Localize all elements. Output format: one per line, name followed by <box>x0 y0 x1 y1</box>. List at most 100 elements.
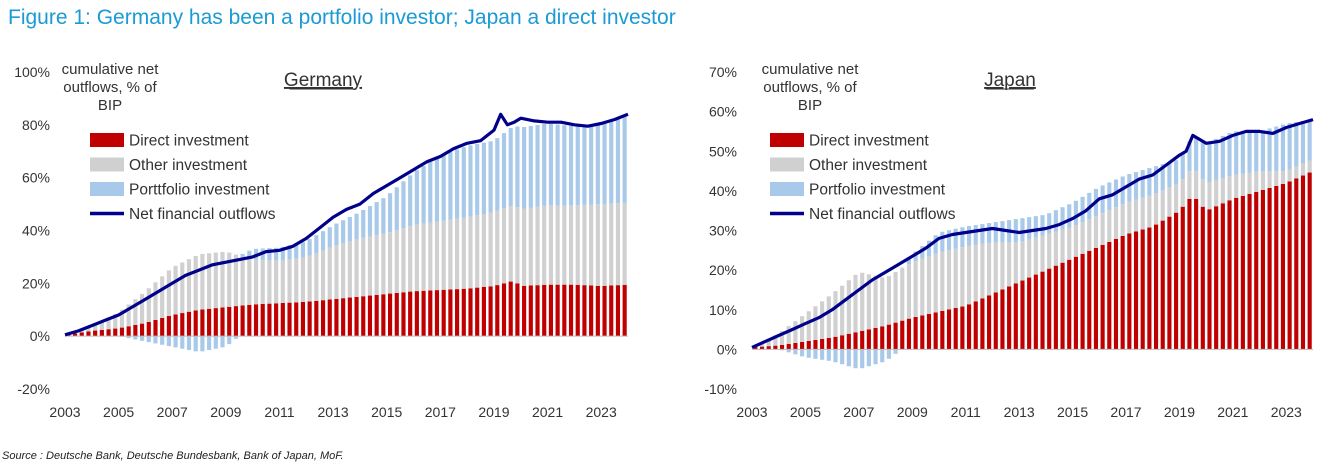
direct-investment-bar <box>953 308 958 350</box>
portfolio-investment-bar <box>1167 162 1172 188</box>
legend-label-direct-investment: Direct investment <box>809 133 929 150</box>
direct-investment-bar <box>1073 256 1078 350</box>
legend-label-other-investment: Other investment <box>129 157 248 174</box>
portfolio-investment-bar <box>913 251 918 261</box>
portfolio-investment-bar <box>408 175 413 227</box>
portfolio-investment-bar <box>1227 132 1232 177</box>
direct-investment-bar <box>522 285 527 337</box>
other-investment-bar <box>568 205 574 285</box>
portfolio-investment-bar <box>933 235 938 254</box>
direct-investment-bar <box>1240 195 1245 350</box>
portfolio-investment-bar <box>488 141 493 213</box>
x-tick-label: 2003 <box>49 404 80 420</box>
portfolio-investment-bar <box>926 240 932 257</box>
direct-investment-bar <box>428 290 433 337</box>
portfolio-investment-bar <box>401 181 406 229</box>
legend-label-other-investment: Other investment <box>809 157 928 174</box>
portfolio-investment-bar <box>1000 221 1005 243</box>
other-investment-bar <box>267 260 272 304</box>
direct-investment-bar <box>1274 185 1279 350</box>
other-investment-bar <box>1207 181 1212 210</box>
other-investment-bar <box>220 251 225 308</box>
other-investment-bar <box>1007 242 1012 287</box>
portfolio-investment-bar <box>227 336 232 345</box>
other-investment-bar <box>873 275 878 328</box>
portfolio-investment-bar <box>906 258 912 265</box>
other-investment-bar <box>860 272 865 331</box>
other-investment-bar <box>846 280 851 334</box>
direct-investment-bar <box>1167 216 1172 350</box>
other-investment-bar <box>1073 225 1078 257</box>
legend-swatch-other-investment <box>90 157 124 172</box>
direct-investment-bar <box>1067 259 1072 350</box>
other-investment-bar <box>119 309 125 328</box>
other-investment-bar <box>548 205 554 285</box>
other-investment-bar <box>448 219 453 290</box>
other-investment-bar <box>1307 160 1312 173</box>
other-investment-bar <box>528 207 533 286</box>
portfolio-investment-bar <box>341 220 346 244</box>
other-investment-bar <box>508 205 513 282</box>
other-investment-bar <box>1167 187 1172 217</box>
direct-investment-bar <box>334 298 339 337</box>
portfolio-investment-bar <box>1174 160 1179 185</box>
legend-label-porttfolio-investment: Porttfolio investment <box>129 182 270 199</box>
other-investment-bar <box>1280 171 1286 184</box>
direct-investment-bar <box>186 311 192 337</box>
other-investment-bar <box>207 253 212 309</box>
direct-investment-bar <box>227 306 232 337</box>
direct-investment-bar <box>1187 198 1192 350</box>
y-tick-label: 60% <box>22 170 50 186</box>
legend-label-net-financial-outflows: Net financial outflows <box>809 206 956 223</box>
direct-investment-bar <box>1294 178 1299 350</box>
portfolio-investment-bar <box>495 138 500 211</box>
other-investment-bar <box>394 230 399 293</box>
other-investment-bar <box>1027 239 1032 278</box>
direct-investment-bar <box>602 285 607 337</box>
direct-investment-bar <box>833 336 838 350</box>
direct-investment-bar <box>173 314 178 337</box>
portfolio-investment-bar <box>1180 153 1185 179</box>
other-investment-bar <box>1133 199 1139 232</box>
portfolio-investment-bar <box>1140 170 1145 198</box>
other-investment-bar <box>488 212 493 287</box>
portfolio-investment-bar <box>853 349 858 369</box>
other-investment-bar <box>1294 166 1299 179</box>
other-investment-bar <box>1053 231 1058 266</box>
other-investment-bar <box>274 260 279 304</box>
direct-investment-bar <box>307 301 312 337</box>
other-investment-bar <box>106 317 111 330</box>
other-investment-bar <box>1220 177 1225 204</box>
other-investment-bar <box>247 258 252 305</box>
portfolio-investment-bar <box>448 151 453 220</box>
other-investment-bar <box>522 208 527 286</box>
direct-investment-bar <box>759 346 765 350</box>
other-investment-bar <box>367 236 373 296</box>
other-investment-bar <box>374 235 379 295</box>
portfolio-investment-bar <box>320 231 326 251</box>
portfolio-investment-bar <box>247 250 252 259</box>
legend-swatch-other-investment <box>770 157 804 172</box>
other-investment-bar <box>481 213 486 287</box>
direct-investment-bar <box>886 324 891 350</box>
other-investment-bar <box>1174 184 1179 213</box>
other-investment-bar <box>1047 233 1052 269</box>
other-investment-bar <box>866 274 871 330</box>
portfolio-investment-bar <box>528 125 533 208</box>
other-investment-bar <box>595 204 600 286</box>
direct-investment-bar <box>960 306 965 350</box>
direct-investment-bar <box>153 319 158 337</box>
x-tick-label: 2015 <box>371 404 402 420</box>
direct-investment-bar <box>753 347 758 350</box>
y-tick-label: 80% <box>22 117 50 133</box>
direct-investment-bar <box>461 288 466 337</box>
portfolio-investment-bar <box>987 223 992 243</box>
direct-investment-bar <box>913 316 918 350</box>
direct-investment-bar <box>933 312 938 350</box>
portfolio-investment-bar <box>274 247 279 261</box>
other-investment-bar <box>240 256 245 306</box>
direct-investment-bar <box>193 310 198 337</box>
other-investment-bar <box>1067 227 1072 260</box>
portfolio-investment-bar <box>1060 207 1065 230</box>
direct-investment-bar <box>773 345 778 350</box>
